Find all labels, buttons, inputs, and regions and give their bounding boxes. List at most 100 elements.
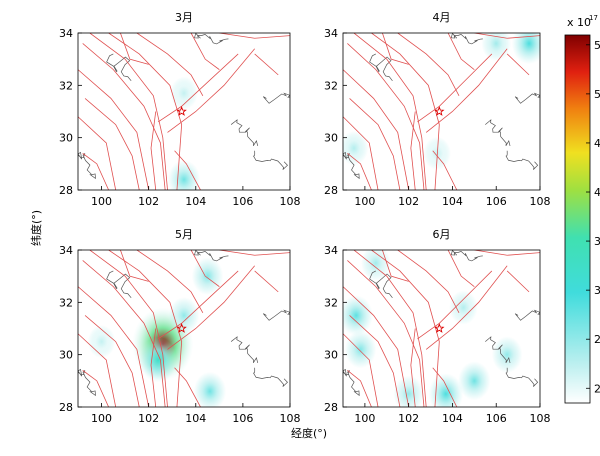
- epicenter: [176, 323, 187, 333]
- heat-spot: [343, 295, 373, 336]
- fault-line: [397, 33, 460, 96]
- heat-spot: [87, 325, 116, 359]
- colorbar-multiplier: x 10: [567, 16, 591, 29]
- fault-line: [84, 315, 140, 407]
- y-tick-label: 28: [59, 401, 73, 414]
- fault-line: [254, 53, 279, 76]
- province-border: [450, 250, 483, 262]
- fault-line: [150, 328, 157, 407]
- colorbar-tick-label: 2: [594, 382, 600, 395]
- y-tick-label: 28: [59, 184, 73, 197]
- fault-line: [136, 250, 204, 313]
- province-border: [505, 150, 539, 170]
- colorbar-tick-label: 5.5: [594, 39, 600, 52]
- fault-line: [89, 250, 168, 407]
- fault-line: [89, 33, 168, 190]
- colorbar-tick-label: 3.5: [594, 235, 600, 248]
- x-tick-label: 104: [442, 195, 463, 208]
- y-tick-label: 28: [324, 184, 338, 197]
- y-tick-label: 34: [324, 244, 338, 257]
- x-tick-label: 102: [138, 412, 159, 425]
- fault-line: [167, 48, 255, 133]
- fault-line: [174, 150, 201, 190]
- fault-line: [78, 69, 150, 190]
- fault-line: [397, 250, 460, 313]
- x-tick-label: 102: [398, 195, 419, 208]
- fault-line: [108, 250, 183, 407]
- fault-line: [190, 250, 220, 287]
- province-border: [263, 309, 290, 321]
- fault-line: [506, 53, 530, 76]
- fault-line: [157, 53, 239, 123]
- heat-spot: [170, 76, 198, 110]
- province-border: [194, 33, 229, 45]
- fault-line: [447, 250, 475, 287]
- province-border: [369, 270, 393, 299]
- fault-line: [82, 153, 109, 190]
- panel-title: 5月: [175, 228, 193, 241]
- fault-line: [78, 286, 150, 407]
- fault-line: [506, 270, 530, 293]
- heat-spot: [344, 330, 377, 369]
- panel-title: 6月: [433, 228, 451, 241]
- fault-line: [410, 111, 416, 190]
- heat-spot: [449, 290, 478, 325]
- province-border: [514, 309, 540, 321]
- x-tick-label: 104: [185, 195, 206, 208]
- province-border: [252, 367, 288, 387]
- fault-line: [108, 33, 183, 190]
- province-border: [78, 151, 96, 180]
- fault-line: [382, 250, 409, 282]
- colorbar-tick-label: 3: [594, 284, 600, 297]
- fault-line: [136, 33, 204, 96]
- fault-line: [343, 333, 379, 407]
- fault-line: [347, 153, 372, 190]
- fault-line: [417, 53, 493, 123]
- fault-line: [474, 250, 540, 256]
- province-border: [343, 151, 360, 180]
- x-tick-label: 108: [530, 195, 551, 208]
- province-border: [194, 250, 229, 262]
- x-tick-label: 100: [354, 412, 375, 425]
- fault-line: [254, 270, 279, 293]
- x-tick-label: 106: [486, 412, 507, 425]
- fault-line: [474, 33, 540, 39]
- y-tick-label: 34: [59, 27, 73, 40]
- x-tick-label: 102: [398, 412, 419, 425]
- axes-frame: [77, 32, 291, 191]
- y-tick-label: 30: [59, 349, 73, 362]
- panel: [78, 33, 290, 190]
- fault-line: [425, 265, 508, 350]
- province-border: [263, 92, 290, 104]
- fault-line: [167, 265, 255, 350]
- y-tick-label: 30: [324, 349, 338, 362]
- fault-line: [432, 367, 458, 407]
- fault-line: [353, 250, 427, 407]
- fault-line: [371, 33, 440, 190]
- y-tick-label: 34: [324, 27, 338, 40]
- x-tick-label: 106: [486, 195, 507, 208]
- epicenter: [176, 106, 187, 116]
- fault-line: [410, 328, 416, 407]
- panel: [343, 250, 540, 407]
- fault-line: [425, 48, 508, 133]
- fault-line: [157, 270, 239, 340]
- province-border: [230, 119, 259, 147]
- heat-spot: [491, 336, 523, 373]
- x-tick-label: 104: [185, 412, 206, 425]
- epicenter: [434, 106, 445, 116]
- fault-line: [82, 260, 166, 407]
- x-tick-label: 100: [91, 195, 112, 208]
- fault-line: [347, 370, 372, 407]
- fault-line: [343, 69, 410, 190]
- fault-line: [219, 33, 290, 39]
- province-border: [106, 270, 132, 299]
- fault-line: [417, 270, 493, 340]
- fault-line: [343, 116, 379, 190]
- colorbar: [564, 34, 591, 404]
- fault-line: [120, 250, 149, 282]
- panel: [78, 250, 290, 407]
- fault-line: [84, 98, 140, 190]
- fault-line: [174, 367, 201, 407]
- heat-spot: [343, 131, 369, 166]
